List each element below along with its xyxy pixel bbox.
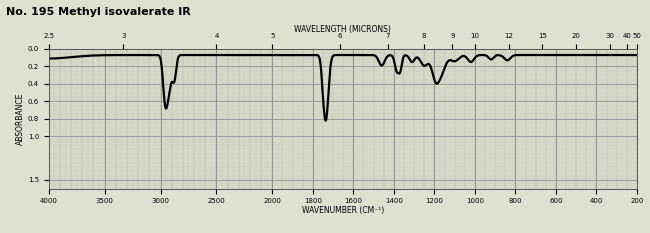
X-axis label: WAVELENGTH (MICRONS): WAVELENGTH (MICRONS) <box>294 25 391 34</box>
X-axis label: WAVENUMBER (CM⁻¹): WAVENUMBER (CM⁻¹) <box>302 206 384 215</box>
Y-axis label: ABSORBANCE: ABSORBANCE <box>16 93 25 145</box>
Text: No. 195 Methyl isovalerate IR: No. 195 Methyl isovalerate IR <box>6 7 191 17</box>
